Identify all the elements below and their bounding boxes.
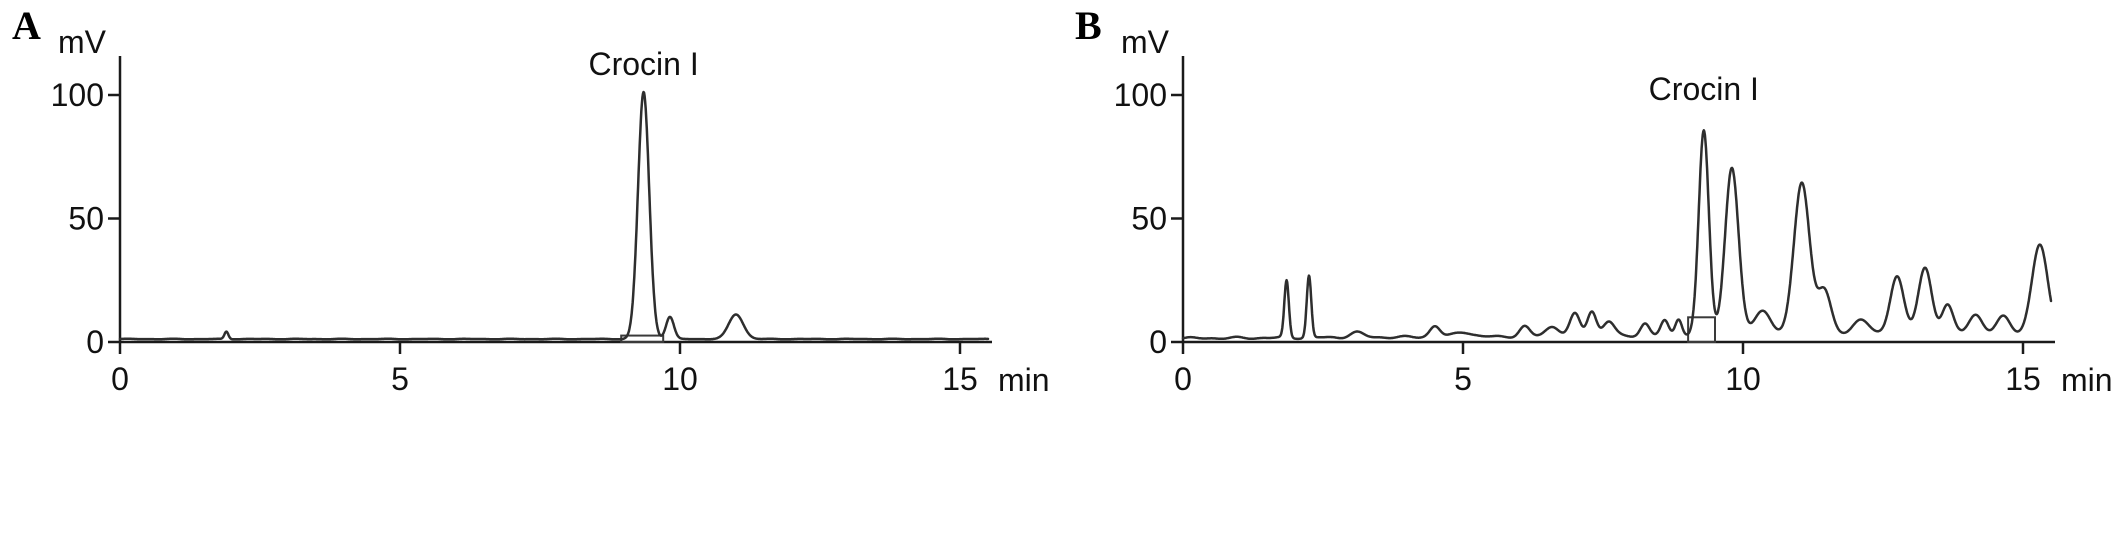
peak-annotation: Crocin I (588, 46, 698, 82)
plot-area-b: 0 5 10 15 0 50 100 Crocin I (1114, 56, 2055, 397)
plot-area-a: 0 5 10 15 0 50 100 Crocin I (51, 46, 992, 397)
x-axis-label: min (998, 362, 1050, 398)
x-tick-label: 10 (1725, 361, 1761, 397)
integration-box (1687, 316, 1716, 343)
y-tick-label: 0 (86, 324, 104, 360)
chromatogram-trace (1181, 129, 2053, 341)
chromatogram-trace (118, 90, 990, 341)
x-axis-label: min (2061, 362, 2113, 398)
y-tick-label: 50 (1131, 201, 1167, 237)
x-tick-label: 15 (2005, 361, 2041, 397)
y-tick-label: 100 (1114, 77, 1167, 113)
y-tick-label: 0 (1149, 324, 1167, 360)
y-axis-label: mV (1121, 24, 1169, 60)
x-tick-label: 5 (391, 361, 409, 397)
x-tick-label: 0 (1174, 361, 1192, 397)
y-tick-label: 50 (68, 201, 104, 237)
peak-annotation: Crocin I (1649, 71, 1759, 107)
x-tick-label: 10 (662, 361, 698, 397)
y-axis-label: mV (58, 24, 106, 60)
chromatogram-panel-a: A mV min 0 5 10 15 0 50 100 Crocin I (12, 3, 1050, 398)
chromatogram-panel-b: B mV min 0 5 10 15 0 50 100 Crocin I (1063, 0, 2126, 541)
x-tick-label: 5 (1454, 361, 1472, 397)
y-tick-label: 100 (51, 77, 104, 113)
panel-label-a: A (12, 3, 41, 48)
x-tick-label: 15 (942, 361, 978, 397)
x-tick-label: 0 (111, 361, 129, 397)
panel-label-b: B (1075, 3, 1102, 48)
